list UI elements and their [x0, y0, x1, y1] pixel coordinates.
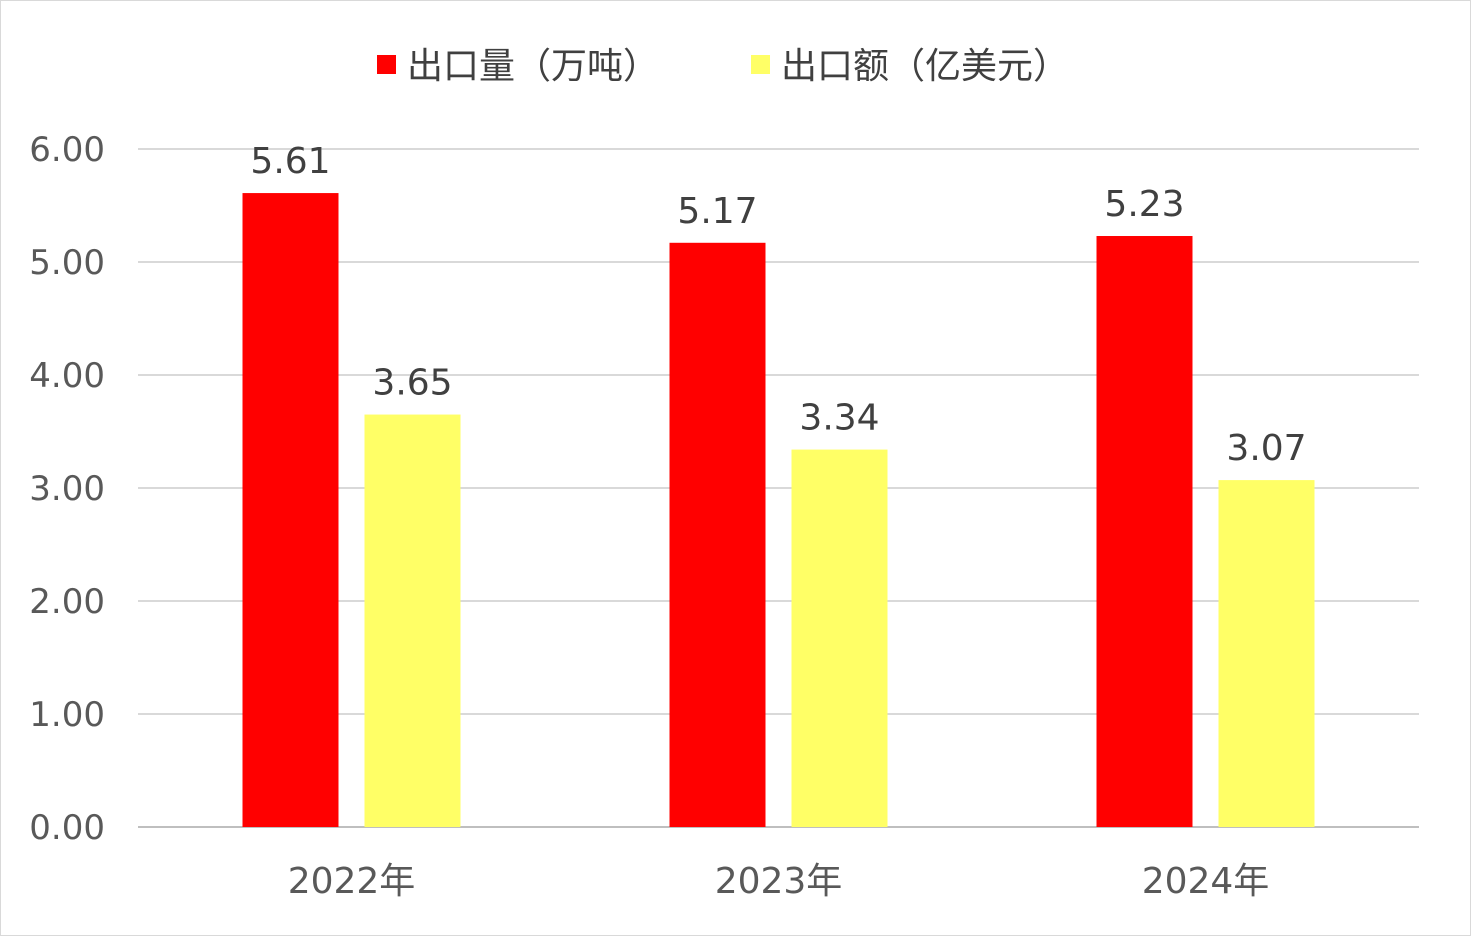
- y-tick-label: 1.00: [29, 695, 105, 735]
- legend-label: 出口量（万吨）: [407, 46, 659, 87]
- y-tick-label: 6.00: [29, 130, 105, 170]
- y-tick-label: 3.00: [29, 469, 105, 509]
- data-label: 3.65: [372, 363, 452, 404]
- data-label: 3.34: [799, 398, 879, 439]
- data-label: 3.07: [1226, 428, 1306, 469]
- bar-export-value: [1218, 480, 1315, 827]
- y-tick-label: 5.00: [29, 243, 105, 283]
- data-label: 5.61: [250, 141, 330, 182]
- legend-swatch: [377, 55, 396, 74]
- bar-export-volume: [669, 242, 766, 828]
- y-tick-label: 4.00: [29, 356, 105, 396]
- legend-label: 出口额（亿美元）: [781, 46, 1069, 87]
- x-category-label: 2022年: [288, 861, 416, 902]
- x-category-label: 2024年: [1142, 861, 1270, 902]
- y-tick-label: 2.00: [29, 582, 105, 622]
- y-tick-label: 0.00: [29, 808, 105, 848]
- bar-export-value: [791, 449, 888, 827]
- data-label: 5.23: [1104, 184, 1184, 225]
- bar-export-value: [364, 414, 461, 827]
- bar-export-volume: [1096, 236, 1193, 827]
- legend-swatch: [751, 55, 770, 74]
- x-category-label: 2023年: [715, 861, 843, 902]
- bar-export-volume: [242, 193, 339, 827]
- data-label: 5.17: [677, 191, 757, 232]
